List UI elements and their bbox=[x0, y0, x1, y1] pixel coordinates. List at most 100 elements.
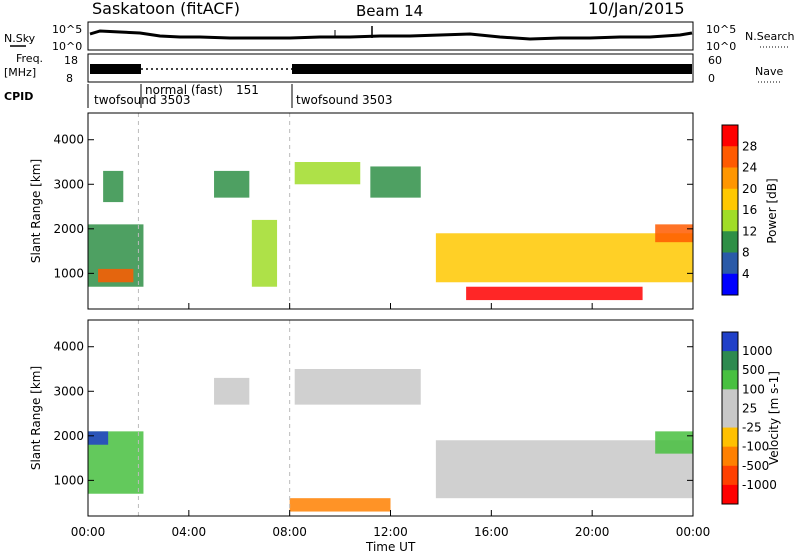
nsearch-tick-top: 10^5 bbox=[706, 23, 736, 36]
nsky-tick-top: 10^5 bbox=[52, 23, 82, 36]
velocity-colorbar-tick: 25 bbox=[742, 401, 757, 415]
power-region-5 bbox=[294, 162, 361, 185]
velocity-ytick-label: 3000 bbox=[53, 384, 84, 398]
velocity-regions bbox=[88, 320, 693, 516]
power-colorbar-swatch bbox=[722, 188, 738, 211]
nave-tick-top: 60 bbox=[708, 54, 722, 67]
velocity-colorbar-swatch bbox=[722, 427, 738, 448]
nave-label: Nave bbox=[755, 65, 783, 78]
velocity-colorbar-label: Velocity [m s-1] bbox=[767, 371, 781, 465]
power-colorbar-swatch bbox=[722, 252, 738, 275]
power-colorbar-swatch bbox=[722, 167, 738, 190]
velocity-colorbar-frame bbox=[721, 331, 739, 505]
power-colorbar-tick: 20 bbox=[742, 182, 757, 196]
cpid-seg2-id: 151 bbox=[236, 83, 259, 97]
velocity-ylabel: Slant Range [km] bbox=[29, 366, 43, 470]
velocity-panel: Slant Range [km] 1000 2000 3000 4000 1000 50… bbox=[29, 319, 781, 517]
cpid-row: CPID twofsound 3503 normal (fast) 151 tw… bbox=[4, 83, 393, 108]
nsearch-label: N.Search bbox=[745, 30, 795, 43]
power-panel: Slant Range [km] 1000 2000 3000 4000 28 24 20… bbox=[29, 112, 779, 310]
power-colorbar-tick: 4 bbox=[742, 267, 750, 281]
velocity-yticks: 1000 2000 3000 4000 bbox=[53, 340, 693, 487]
power-region-9 bbox=[655, 224, 693, 243]
power-region-2 bbox=[103, 170, 124, 203]
power-region-4 bbox=[251, 219, 278, 287]
date-title: 10/Jan/2015 bbox=[588, 0, 685, 18]
power-colorbar: 28 24 20 16 12 8 4 bbox=[721, 124, 757, 296]
velocity-region-6 bbox=[655, 431, 693, 454]
power-region-8 bbox=[466, 286, 643, 301]
velocity-colorbar-swatch bbox=[722, 446, 738, 467]
velocity-region-2 bbox=[214, 377, 250, 405]
power-regions bbox=[88, 113, 693, 309]
velocity-colorbar-tick: -25 bbox=[742, 421, 762, 435]
x-axis-label: Time UT bbox=[365, 540, 416, 554]
power-colorbar-frame bbox=[721, 124, 739, 296]
power-ytick-label: 4000 bbox=[53, 133, 84, 147]
freq-block-1 bbox=[90, 64, 141, 74]
cpid-seg2-name: normal (fast) bbox=[145, 83, 223, 97]
cpid-seg3-name: twofsound bbox=[296, 93, 359, 107]
velocity-region-3 bbox=[294, 369, 421, 405]
nsky-trace bbox=[89, 29, 693, 41]
velocity-colorbar-tick: -500 bbox=[742, 459, 769, 473]
cpid-seg3-id: 3503 bbox=[362, 93, 393, 107]
x-tick-label: 20:00 bbox=[575, 525, 610, 539]
velocity-colorbar: 1000 500 100 25 -25 -100 -500 -1000 bbox=[721, 331, 777, 505]
power-colorbar-swatch bbox=[722, 146, 738, 168]
power-colorbar-swatch bbox=[722, 273, 738, 296]
power-region-6 bbox=[370, 166, 421, 198]
power-colorbar-tick: 12 bbox=[742, 224, 757, 238]
freq-block-2 bbox=[292, 64, 692, 74]
freq-tick-top: 18 bbox=[64, 54, 78, 67]
freq-strip: Freq. [MHz] 18 8 60 0 Nave bbox=[4, 52, 783, 85]
nave-tick-bottom: 0 bbox=[708, 72, 715, 85]
freq-label: Freq. bbox=[16, 52, 43, 65]
velocity-region-4 bbox=[289, 498, 391, 512]
x-tick-label: 08:00 bbox=[272, 525, 307, 539]
power-colorbar-swatch bbox=[722, 210, 738, 232]
power-colorbar-tick: 28 bbox=[742, 139, 757, 153]
x-tick-label: 00:00 bbox=[71, 525, 106, 539]
nsky-strip: N.Sky 10^5 10^0 N.Search 10^5 10^0 bbox=[4, 21, 795, 53]
beam-title: Beam 14 bbox=[356, 2, 423, 20]
velocity-ytick-label: 1000 bbox=[53, 473, 84, 487]
velocity-colorbar-tick: 100 bbox=[742, 382, 765, 396]
station-title: Saskatoon (fitACF) bbox=[92, 0, 240, 18]
velocity-colorbar-swatch bbox=[722, 332, 738, 352]
freq-unit: [MHz] bbox=[4, 66, 36, 79]
power-region-3 bbox=[214, 170, 250, 198]
velocity-colorbar-swatch bbox=[722, 408, 738, 429]
cpid-label: CPID bbox=[4, 90, 33, 103]
freq-tick-bottom: 8 bbox=[66, 72, 73, 85]
power-ytick-label: 3000 bbox=[53, 177, 84, 191]
x-tick-label: 00:00 bbox=[676, 525, 711, 539]
x-axis: 00:00 04:00 08:00 12:00 16:00 20:00 00:00 bbox=[71, 303, 711, 539]
cpid-seg1-id: 3503 bbox=[160, 93, 191, 107]
power-colorbar-swatch bbox=[722, 231, 738, 253]
nsky-label: N.Sky bbox=[4, 32, 36, 45]
cpid-seg1-name: twofsound bbox=[94, 93, 157, 107]
nsky-tick-bottom: 10^0 bbox=[52, 40, 82, 53]
velocity-colorbar-swatch bbox=[722, 351, 738, 371]
power-ytick-label: 1000 bbox=[53, 266, 84, 280]
power-colorbar-tick: 16 bbox=[742, 203, 757, 217]
x-tick-label: 04:00 bbox=[172, 525, 207, 539]
power-colorbar-label: Power [dB] bbox=[765, 178, 779, 243]
velocity-colorbar-swatch bbox=[722, 484, 738, 505]
velocity-ytick-label: 2000 bbox=[53, 429, 84, 443]
power-colorbar-tick: 8 bbox=[742, 246, 750, 260]
x-tick-label: 16:00 bbox=[474, 525, 509, 539]
power-region-7 bbox=[435, 233, 693, 283]
velocity-colorbar-tick: -1000 bbox=[742, 478, 777, 492]
velocity-colorbar-tick: 1000 bbox=[742, 344, 773, 358]
nsearch-tick-bottom: 10^0 bbox=[706, 40, 736, 53]
velocity-region-1 bbox=[88, 431, 109, 445]
velocity-ytick-label: 4000 bbox=[53, 340, 84, 354]
power-ylabel: Slant Range [km] bbox=[29, 159, 43, 263]
velocity-colorbar-swatch bbox=[722, 389, 738, 409]
velocity-colorbar-tick: 500 bbox=[742, 363, 765, 377]
power-colorbar-tick: 24 bbox=[742, 161, 757, 175]
velocity-colorbar-tick: -100 bbox=[742, 440, 769, 454]
